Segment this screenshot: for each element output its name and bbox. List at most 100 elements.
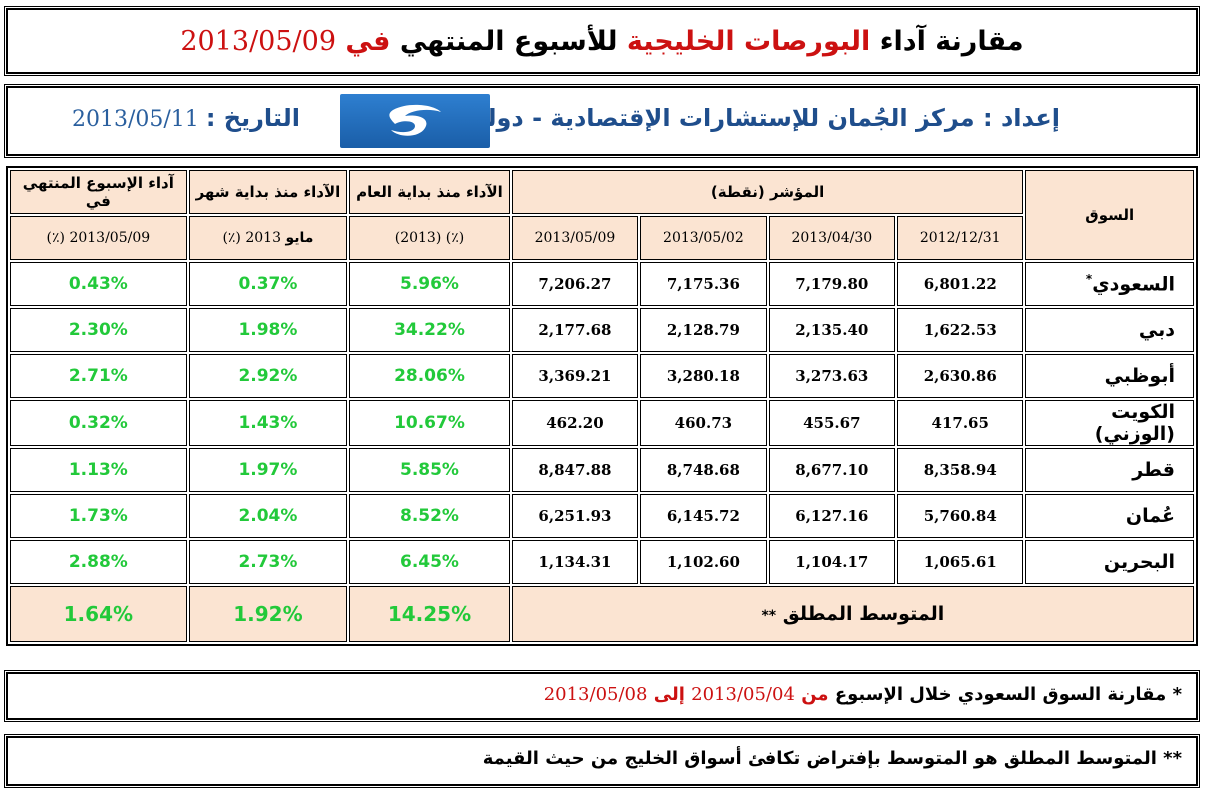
market-name: البحرين [1025,540,1194,584]
title-part-4: في [345,25,391,57]
footnote-average-text: ** المتوسط المطلق هو المتوسط بإفتراض تكا… [483,748,1182,769]
week-value: 1.13% [10,448,187,492]
index-value: 8,677.10 [768,448,896,492]
market-name: السعودي* [1025,262,1194,306]
header-ytd-sub: (٪) (2013) [349,216,510,260]
market-name: قطر [1025,448,1194,492]
mtd-value: 2.92% [188,354,348,398]
index-value: 3,369.21 [511,354,639,398]
index-value: 5,760.84 [897,494,1024,538]
prepared-label: إعداد : [983,104,1060,132]
index-value: 417.65 [897,400,1024,446]
index-value: 3,273.63 [768,354,896,398]
index-value: 6,251.93 [511,494,639,538]
table-row: قطر 8,358.94 8,677.10 8,748.68 8,847.88 … [10,448,1194,492]
market-label: السعودي [1092,273,1175,296]
ytd-value: 5.96% [349,262,510,306]
table-row: عُمان 5,760.84 6,127.16 6,145.72 6,251.9… [10,494,1194,538]
average-stars: ** [761,608,777,624]
table-row: السعودي* 6,801.22 7,179.80 7,175.36 7,20… [10,262,1194,306]
mtd-value: 2.73% [188,540,348,584]
report-date: التاريخ : 2013/05/11 [72,104,300,132]
footnote-saudi-text: * مقارنة السوق السعودي خلال الإسبوع من 2… [544,684,1182,705]
index-value: 8,847.88 [511,448,639,492]
week-value: 0.43% [10,262,187,306]
title-part-2: البورصات الخليجية [626,25,871,57]
title-part-1: مقارنة آداء [879,25,1024,57]
footnote-text: مقارنة السوق السعودي خلال الإسبوع [834,684,1167,705]
mtd-value: 1.43% [188,400,348,446]
week-value: 2.30% [10,308,187,352]
header-mtd-month: مايو [285,230,314,246]
ytd-value: 5.85% [349,448,510,492]
average-label-text: المتوسط المطلق [782,603,945,625]
market-name: دبي [1025,308,1194,352]
average-row: المتوسط المطلق ** 14.25% 1.92% 1.64% [10,586,1194,642]
table-row: الكويت (الوزني) 417.65 455.67 460.73 462… [10,400,1194,446]
market-name: عُمان [1025,494,1194,538]
market-name: الكويت (الوزني) [1025,400,1194,446]
ytd-value: 6.45% [349,540,510,584]
date-value: 2013/05/11 [72,107,199,132]
header-index: المؤشر (نقطة) [511,170,1024,214]
footnote-star: * [1172,684,1182,705]
footnote-saudi: * مقارنة السوق السعودي خلال الإسبوع من 2… [6,672,1198,720]
ytd-value: 34.22% [349,308,510,352]
index-value: 2,630.86 [897,354,1024,398]
header-date-2: 2013/04/30 [768,216,896,260]
index-value: 1,104.17 [768,540,896,584]
aljuman-logo-icon [340,94,490,148]
week-value: 1.73% [10,494,187,538]
index-value: 1,065.61 [897,540,1024,584]
average-label: المتوسط المطلق ** [511,586,1194,642]
ytd-value: 10.67% [349,400,510,446]
header-date-3: 2013/05/02 [640,216,767,260]
footnote-to: إلى [653,684,685,705]
week-value: 2.71% [10,354,187,398]
index-value: 8,748.68 [640,448,767,492]
index-value: 2,135.40 [768,308,896,352]
mtd-value: 1.97% [188,448,348,492]
average-ytd: 14.25% [349,586,510,642]
index-value: 7,175.36 [640,262,767,306]
index-value: 6,127.16 [768,494,896,538]
footnote-average: ** المتوسط المطلق هو المتوسط بإفتراض تكا… [6,736,1198,786]
index-value: 2,128.79 [640,308,767,352]
date-label: التاريخ : [205,104,300,132]
market-star: * [1085,272,1093,287]
footnote-date-from: 2013/05/04 [691,684,795,705]
mtd-value: 0.37% [188,262,348,306]
prepared-by-box: إعداد : مركز الجُمان للإستشارات الإقتصاد… [6,86,1198,156]
index-value: 6,801.22 [897,262,1024,306]
page-title: مقارنة آداء البورصات الخليجية للأسبوع ال… [180,26,1023,57]
index-value: 7,179.80 [768,262,896,306]
table-row: دبي 1,622.53 2,135.40 2,128.79 2,177.68 … [10,308,1194,352]
index-value: 7,206.27 [511,262,639,306]
table-row: أبوظبي 2,630.86 3,273.63 3,280.18 3,369.… [10,354,1194,398]
mtd-value: 2.04% [188,494,348,538]
index-value: 462.20 [511,400,639,446]
ytd-value: 28.06% [349,354,510,398]
index-value: 455.67 [768,400,896,446]
header-ytd: الآداء منذ بداية العام [349,170,510,214]
market-name: أبوظبي [1025,354,1194,398]
week-value: 2.88% [10,540,187,584]
index-value: 3,280.18 [640,354,767,398]
header-market: السوق [1025,170,1194,260]
header-mtd-year: 2013 (٪) [222,230,281,246]
footnote-date-to: 2013/05/08 [543,684,648,705]
header-mtd: الآداء منذ بداية شهر [188,170,348,214]
table-row: البحرين 1,065.61 1,104.17 1,102.60 1,134… [10,540,1194,584]
footnote-average-body: المتوسط المطلق هو المتوسط بإفتراض تكافئ … [482,748,1157,769]
performance-table: السوق المؤشر (نقطة) الآداء منذ بداية الع… [6,166,1198,646]
index-value: 460.73 [640,400,767,446]
ytd-value: 8.52% [349,494,510,538]
title-box: مقارنة آداء البورصات الخليجية للأسبوع ال… [6,8,1198,74]
index-value: 1,622.53 [897,308,1024,352]
week-value: 0.32% [10,400,187,446]
average-week: 1.64% [10,586,187,642]
average-mtd: 1.92% [188,586,348,642]
header-date-4: 2013/05/09 [511,216,639,260]
header-date-1: 2012/12/31 [897,216,1024,260]
mtd-value: 1.98% [188,308,348,352]
